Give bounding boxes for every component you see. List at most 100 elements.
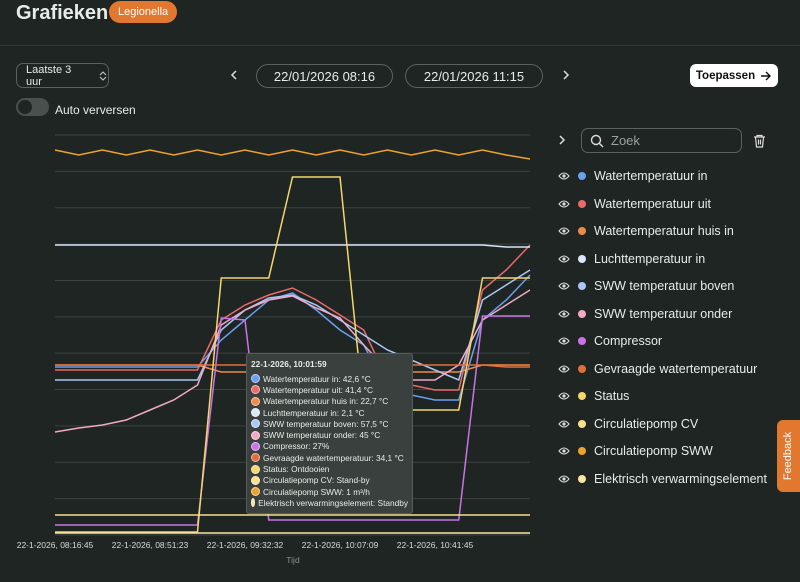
tooltip-dot	[251, 487, 260, 497]
x-axis-label: Tijd	[286, 555, 300, 565]
toggle-label: Auto verversen	[55, 103, 136, 117]
legend-item[interactable]: Status	[558, 386, 629, 406]
tooltip-row: Circulatiepomp SWW: 1 m³/h	[251, 486, 408, 497]
eye-icon	[558, 475, 570, 482]
legend-item[interactable]: Elektrisch verwarmingselement	[558, 469, 767, 489]
eye-icon	[558, 200, 570, 207]
apply-button[interactable]: Toepassen	[690, 64, 778, 87]
legend-label: Elektrisch verwarmingselement	[594, 471, 767, 486]
eye-icon	[558, 392, 570, 400]
legend-label: Status	[594, 389, 630, 403]
tooltip-text: Compressor: 27%	[263, 441, 330, 452]
tooltip-dot	[251, 441, 260, 451]
legend-item[interactable]: Compressor	[558, 331, 662, 351]
eye-icon	[558, 447, 570, 455]
prev-button[interactable]	[229, 69, 239, 81]
tooltip-text: SWW temperatuur onder: 45 °C	[263, 430, 381, 441]
series-line	[55, 244, 531, 391]
series-line	[54, 149, 531, 160]
legend-item[interactable]: Circulatiepomp SWW	[558, 441, 713, 461]
legend-item[interactable]: SWW temperatuur onder	[558, 304, 732, 324]
start-date[interactable]: 22/01/2026 08:16	[256, 64, 393, 88]
tooltip-text: Circulatiepomp SWW: 1 m³/h	[263, 486, 370, 497]
tooltip-row: Watertemperatuur uit: 41,4 °C	[251, 384, 408, 395]
badge[interactable]: Legionella	[109, 1, 178, 23]
tooltip-title: 22-1-2026, 10:01:59	[251, 359, 327, 369]
tooltip-row: Watertemperatuur in: 42,6 °C	[251, 373, 408, 384]
legend-label: Watertemperatuur uit	[594, 196, 711, 211]
apply-label: Toepassen	[695, 69, 756, 82]
tooltip-dot	[251, 498, 256, 508]
tooltip-dot	[251, 419, 260, 429]
feedback-label: Feedback	[782, 431, 794, 481]
legend-dot	[578, 172, 586, 180]
tooltip-text: Circulatiepomp CV: Stand-by	[263, 475, 370, 486]
tooltip-text: Elektrisch verwarmingselement: Standby	[258, 497, 408, 508]
toggle[interactable]	[16, 98, 49, 116]
legend-dot	[578, 419, 586, 428]
series-line	[55, 244, 530, 248]
legend-label: Gevraagde watertemperatuur	[594, 361, 758, 376]
series-line	[54, 289, 531, 433]
search-placeholder: Zoek	[611, 133, 640, 148]
eye-icon	[558, 255, 570, 262]
tooltip-dot	[251, 408, 260, 418]
legend-label: Luchttemperatuur in	[594, 251, 706, 266]
legend-item[interactable]: Circulatiepomp CV	[558, 414, 698, 434]
tooltip-text: Watertemperatuur huis in: 22,7 °C	[263, 396, 389, 407]
feedback-tab[interactable]: Feedback	[777, 420, 800, 492]
legend-item[interactable]: Watertemperatuur huis in	[558, 221, 734, 241]
legend-label: Circulatiepomp CV	[594, 416, 699, 431]
divider	[0, 45, 800, 46]
search-icon	[590, 134, 604, 147]
select-icon	[99, 70, 107, 81]
tooltip-dot	[251, 385, 260, 395]
legend-item[interactable]: Watertemperatuur in	[558, 166, 707, 186]
legend-label: Watertemperatuur in	[594, 169, 708, 183]
legend-item[interactable]: SWW temperatuur boven	[558, 276, 734, 296]
range-select[interactable]: Laatste 3 uur	[16, 63, 109, 88]
next-button[interactable]	[561, 69, 571, 81]
tooltip-row: Compressor: 27%	[251, 441, 408, 452]
tooltip-row: SWW temperatuur boven: 57,5 °C	[251, 418, 408, 429]
legend-item[interactable]: Luchttemperatuur in	[558, 249, 705, 269]
eye-icon	[558, 172, 570, 180]
x-tick-label: 22-1-2026, 09:32:32	[207, 540, 284, 550]
legend-label: SWW temperatuur onder	[594, 306, 733, 321]
tooltip-text: Luchttemperatuur in: 2,1 °C	[263, 407, 365, 418]
page-title: Grafieken	[16, 2, 109, 24]
legend-dot	[578, 227, 586, 235]
eye-icon	[558, 365, 570, 372]
series-line	[55, 269, 531, 382]
tooltip-row: Elektrisch verwarmingselement: Standby	[251, 497, 408, 508]
tooltip-dot	[251, 374, 260, 384]
end-date[interactable]: 22/01/2026 11:15	[405, 64, 543, 88]
x-tick-label: 22-1-2026, 10:41:45	[397, 540, 474, 550]
x-tick-label: 22-1-2026, 08:51:23	[112, 540, 189, 550]
legend-dot	[578, 392, 586, 400]
eye-icon	[558, 310, 570, 317]
tooltip-row: Watertemperatuur huis in: 22,7 °C	[251, 396, 408, 407]
eye-icon	[558, 337, 570, 345]
legend-dot	[578, 364, 586, 373]
legend-item[interactable]: Watertemperatuur uit	[558, 194, 711, 214]
search-box[interactable]: Zoek	[581, 128, 742, 153]
tooltip-text: Gevraagde watertemperatuur: 34,1 °C	[263, 452, 404, 463]
tooltip-text: Watertemperatuur in: 42,6 °C	[263, 373, 371, 384]
delete-button[interactable]	[753, 134, 766, 148]
tooltip: 22-1-2026, 10:01:59 Watertemperatuur in: …	[246, 353, 413, 514]
legend-dot	[578, 199, 586, 208]
tooltip-row: Circulatiepomp CV: Stand-by	[251, 475, 408, 486]
series-line	[55, 315, 530, 526]
tooltip-row: Gevraagde watertemperatuur: 34,1 °C	[251, 452, 408, 463]
x-tick-label: 22-1-2026, 08:16:45	[17, 540, 94, 550]
collapse-button[interactable]	[557, 134, 567, 146]
tooltip-dot	[251, 475, 260, 485]
legend-dot	[578, 309, 586, 318]
legend-item[interactable]: Gevraagde watertemperatuur	[558, 359, 757, 379]
tooltip-text: Watertemperatuur uit: 41,4 °C	[263, 384, 373, 395]
range-label: Laatste 3 uur	[26, 63, 72, 88]
eye-icon	[558, 227, 570, 235]
legend-dot	[578, 447, 586, 455]
